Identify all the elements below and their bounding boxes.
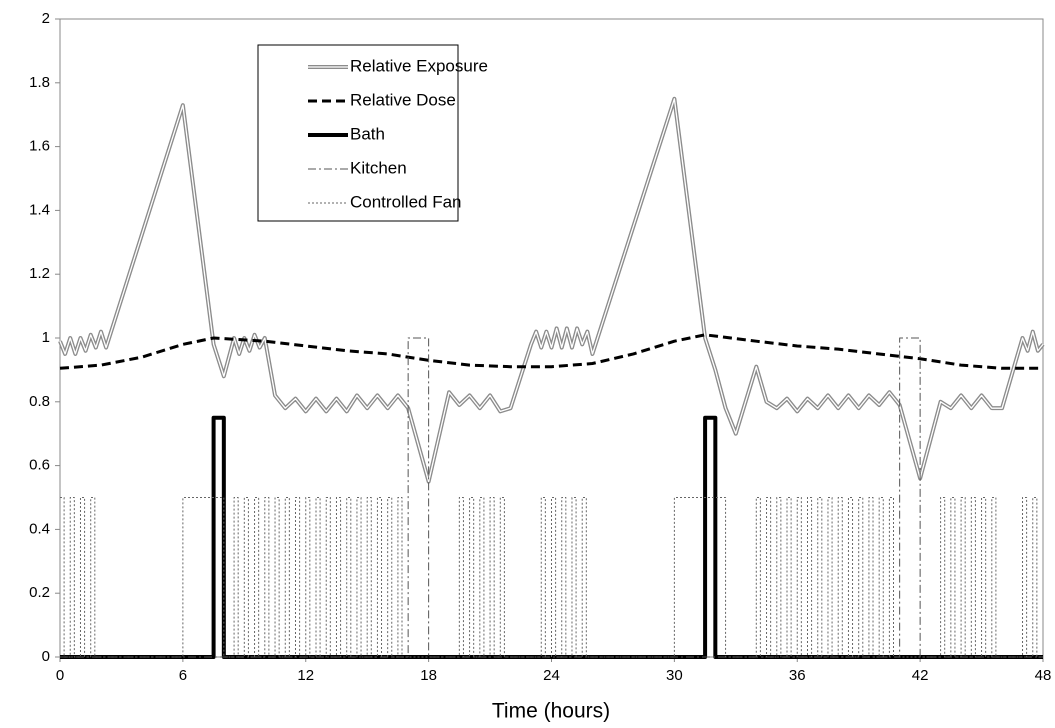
series-line-inner (59, 98, 1044, 483)
y-tick-label: 2 (42, 10, 50, 27)
x-tick-label: 48 (1035, 667, 1052, 684)
series-line (58, 96, 1045, 484)
x-tick-label: 6 (179, 667, 187, 684)
legend-label: Bath (350, 124, 385, 143)
y-tick-label: 0 (42, 648, 50, 665)
x-tick-label: 24 (543, 667, 560, 684)
x-tick-label: 0 (56, 667, 64, 684)
legend-label: Relative Exposure (350, 56, 488, 75)
plot-frame (59, 18, 1044, 658)
legend-label: Relative Dose (350, 90, 456, 109)
legend-box (257, 44, 459, 222)
y-tick-label: 1.4 (29, 201, 50, 218)
legend-label: Controlled Fan (350, 192, 462, 211)
y-tick-label: 1 (42, 329, 50, 346)
series-line (60, 415, 1043, 659)
legend-label: Kitchen (350, 158, 407, 177)
y-tick-label: 0.4 (29, 520, 50, 537)
x-axis-title: Time (hours) (492, 700, 610, 723)
x-tick-label: 42 (912, 667, 929, 684)
series-line (60, 337, 1043, 658)
series-line-inner (60, 418, 1043, 657)
series-line (59, 333, 1043, 370)
y-tick-label: 1.8 (29, 74, 50, 91)
y-tick-label: 0.6 (29, 457, 50, 474)
x-tick-label: 30 (666, 667, 683, 684)
series-line (60, 497, 1043, 658)
x-tick-label: 12 (297, 667, 314, 684)
x-tick-label: 36 (789, 667, 806, 684)
y-tick-label: 0.8 (29, 393, 50, 410)
y-tick-label: 1.6 (29, 138, 50, 155)
y-tick-label: 1.2 (29, 265, 50, 282)
y-tick-label: 0.2 (29, 584, 50, 601)
x-tick-label: 18 (420, 667, 437, 684)
